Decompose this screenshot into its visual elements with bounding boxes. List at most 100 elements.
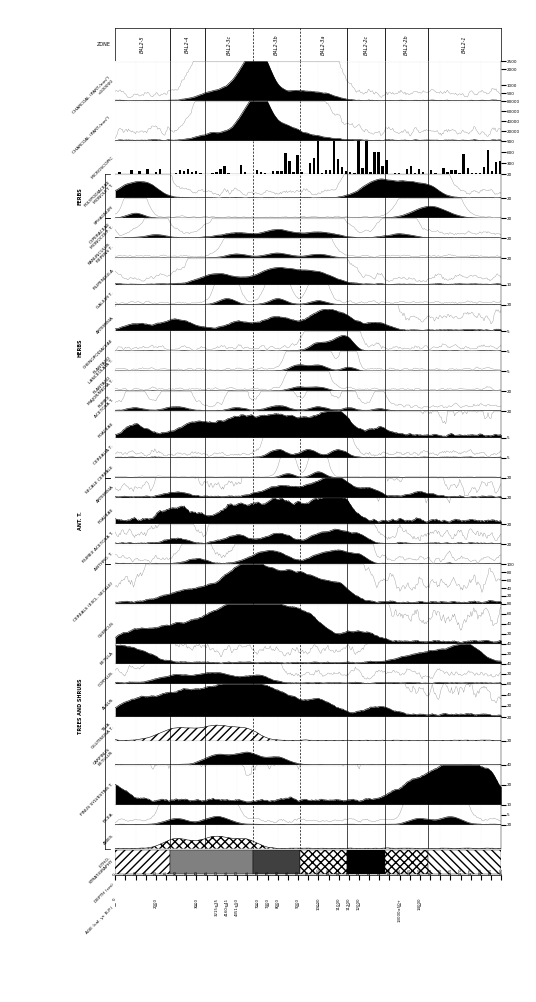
Bar — [357, 141, 360, 174]
Bar — [317, 141, 319, 174]
Bar — [347, 850, 385, 874]
Bar — [175, 173, 177, 174]
Bar — [385, 850, 428, 874]
Bar — [422, 172, 425, 174]
Bar — [398, 172, 400, 174]
Bar — [115, 850, 170, 874]
Y-axis label: POACEAE: POACEAE — [98, 508, 115, 525]
Y-axis label: DEPTH (cm): DEPTH (cm) — [93, 883, 115, 904]
Bar — [300, 850, 347, 874]
Bar — [369, 171, 371, 174]
Text: 3000: 3000 — [195, 898, 198, 908]
Text: 13000±50+: 13000±50+ — [398, 898, 401, 922]
Bar — [487, 150, 489, 174]
Text: BAL2-3b: BAL2-3b — [274, 34, 279, 55]
Bar — [130, 169, 133, 174]
Bar — [483, 167, 485, 174]
Bar — [325, 170, 327, 174]
Bar — [219, 169, 222, 174]
Bar — [329, 169, 331, 174]
Text: 11200: 11200 — [347, 898, 351, 911]
Y-axis label: BETULA: BETULA — [100, 651, 115, 666]
Bar — [345, 170, 347, 174]
Bar — [474, 173, 477, 174]
Bar — [187, 169, 189, 174]
Y-axis label: CEREALS (EXCL. SECALE): CEREALS (EXCL. SECALE) — [73, 581, 115, 622]
Bar — [434, 173, 436, 174]
Bar — [183, 170, 185, 174]
Text: BAL2-1: BAL2-1 — [462, 36, 467, 53]
Y-axis label: ALNUS: ALNUS — [101, 697, 115, 710]
Text: 9000: 9000 — [296, 898, 300, 908]
Text: BAL2-4: BAL2-4 — [185, 36, 190, 53]
Bar — [406, 169, 408, 174]
Y-axis label: AGE (cal. yr. B.P.): AGE (cal. yr. B.P.) — [85, 906, 115, 935]
Y-axis label: POLYPODIACEAE
MONOLET T.: POLYPODIACEAE MONOLET T. — [84, 180, 115, 211]
Bar — [466, 168, 469, 174]
Bar — [385, 160, 388, 174]
Y-axis label: QUERCUS: QUERCUS — [97, 621, 115, 638]
Bar — [377, 152, 380, 174]
Bar — [491, 171, 493, 174]
Y-axis label: CHARCOAL (PART./mm²)
: CHARCOAL (PART./mm²) — [72, 115, 115, 157]
Y-axis label: SECALE CEREALE: SECALE CEREALE — [85, 465, 115, 494]
Y-axis label: SPHAGNUM: SPHAGNUM — [94, 205, 115, 226]
Bar — [191, 171, 193, 174]
Bar — [146, 169, 149, 174]
Bar — [224, 165, 226, 174]
Text: 12000: 12000 — [357, 898, 361, 911]
Text: TREES AND SHRUBS: TREES AND SHRUBS — [78, 678, 83, 734]
Bar — [272, 170, 274, 174]
Text: FERBS: FERBS — [78, 187, 83, 205]
Bar — [471, 173, 473, 174]
Bar — [499, 161, 501, 174]
Text: 7400: 7400 — [265, 898, 270, 908]
Y-axis label: ARTEMISIA: ARTEMISIA — [95, 316, 115, 335]
Bar — [154, 172, 157, 174]
Y-axis label: PINUS SYLVESTRIS T.: PINUS SYLVESTRIS T. — [80, 782, 115, 817]
Text: ANT. T.: ANT. T. — [78, 511, 83, 530]
Y-axis label: GALIUM T.: GALIUM T. — [96, 292, 115, 310]
Bar — [215, 171, 218, 174]
Y-axis label: CORYLUS: CORYLUS — [98, 671, 115, 687]
Bar — [256, 170, 258, 174]
Bar — [199, 173, 202, 174]
Bar — [260, 172, 262, 174]
Y-axis label: PICEA: PICEA — [103, 812, 115, 824]
Y-axis label: CHARCOAL (PART./mm²)
×100000: CHARCOAL (PART./mm²) ×100000 — [72, 75, 115, 117]
Text: HERBS: HERBS — [78, 339, 83, 357]
Text: 7000: 7000 — [256, 898, 259, 908]
Bar — [300, 850, 347, 874]
Bar — [309, 163, 311, 174]
Bar — [374, 152, 376, 174]
Bar — [118, 172, 121, 174]
Bar — [244, 172, 246, 174]
Text: 3215±35: 3215±35 — [215, 898, 219, 916]
Text: 0: 0 — [113, 898, 117, 901]
Y-axis label: PLANTAGO
MAJOR/MEDIA T.: PLANTAGO MAJOR/MEDIA T. — [84, 375, 115, 406]
Y-axis label: FILIPENDULA: FILIPENDULA — [92, 269, 115, 292]
Text: 4160±41: 4160±41 — [225, 898, 229, 916]
Bar — [385, 850, 428, 874]
Bar — [284, 153, 287, 174]
Y-axis label: PLANTAGO
LANCEOLATA T.: PLANTAGO LANCEOLATA T. — [85, 355, 115, 385]
Bar — [333, 141, 335, 174]
Y-axis label: RANUNCULUS
REPENS T.: RANUNCULUS REPENS T. — [87, 242, 115, 270]
Bar — [410, 166, 412, 174]
Text: ZONE: ZONE — [97, 42, 111, 47]
Bar — [240, 164, 242, 174]
Bar — [254, 850, 300, 874]
Bar — [450, 170, 453, 174]
Text: BAL2-3c: BAL2-3c — [227, 35, 232, 55]
Y-axis label: ARTEMISIA: ARTEMISIA — [95, 485, 115, 504]
Y-axis label: MICROSCOPIC: MICROSCOPIC — [90, 155, 115, 179]
Bar — [414, 172, 416, 174]
Bar — [393, 173, 396, 174]
Bar — [349, 172, 352, 174]
Y-axis label: POACEAE: POACEAE — [98, 422, 115, 439]
Bar — [446, 172, 449, 174]
Text: 10000: 10000 — [316, 898, 321, 911]
Bar — [428, 850, 501, 874]
Text: BAL2-2c: BAL2-2c — [363, 35, 369, 55]
Bar — [365, 141, 368, 174]
